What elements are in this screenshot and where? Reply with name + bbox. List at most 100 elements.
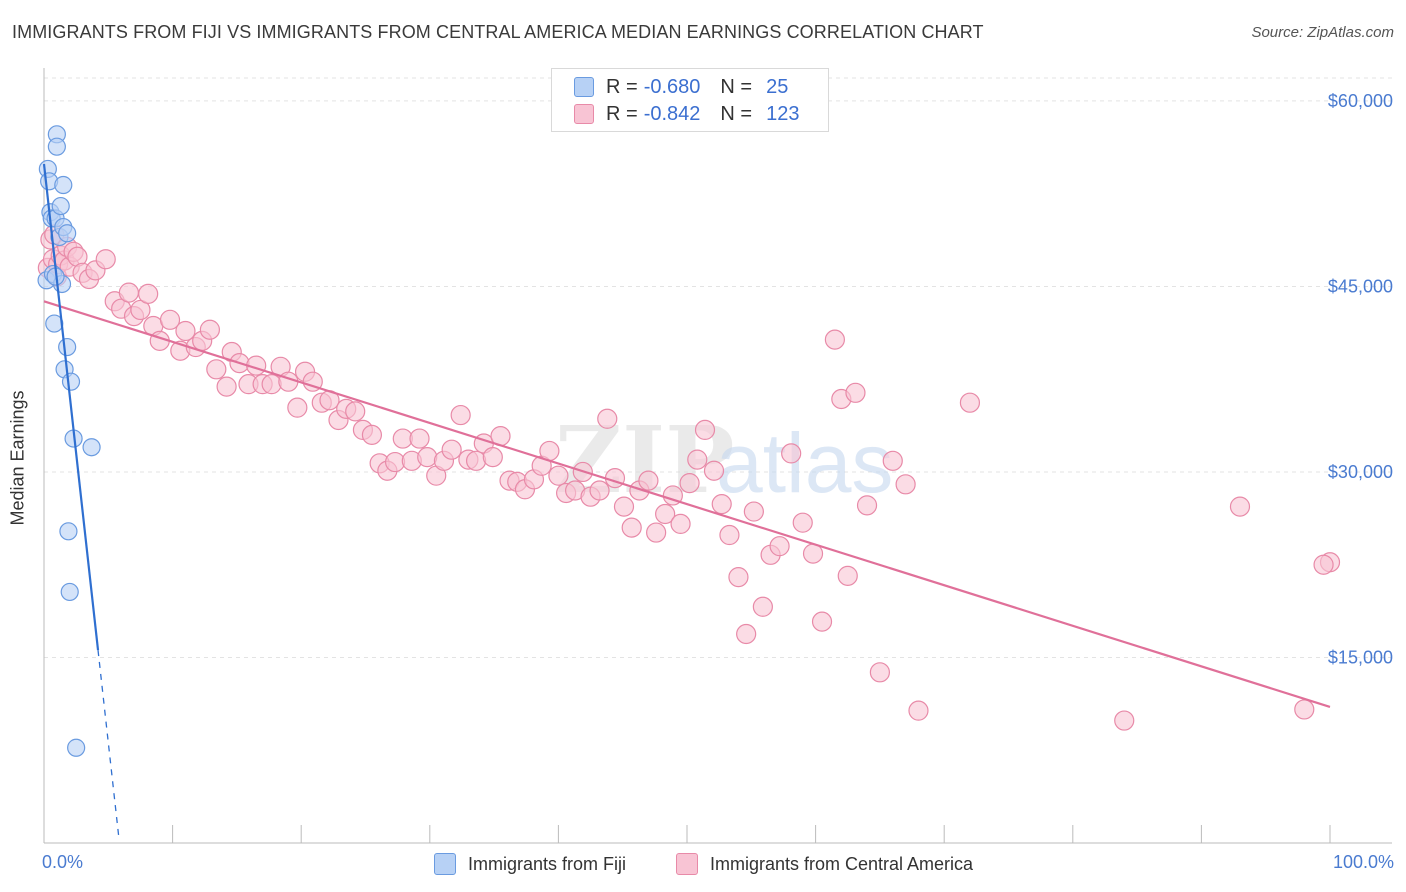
central-point (130, 299, 151, 321)
central-point (409, 428, 430, 449)
central-point (908, 700, 929, 721)
central-point (345, 401, 366, 422)
x-tick-max: 100.0% (1332, 852, 1394, 872)
central-point (613, 496, 635, 517)
central-point (589, 480, 610, 501)
central-point (703, 460, 725, 481)
central-point (670, 513, 691, 535)
legend-row-fiji: R = -0.680 N = 25 (574, 75, 788, 99)
legend-item-central-america: Immigrants from Central America (676, 852, 973, 876)
fiji-points (37, 125, 101, 757)
central-point (694, 419, 716, 441)
central-point (792, 512, 813, 533)
central-point (1229, 496, 1251, 517)
central-point (216, 376, 237, 397)
central-point (811, 611, 833, 632)
central-point (845, 382, 866, 403)
watermark-text: atlas (716, 416, 893, 510)
central-point (719, 524, 740, 546)
central-point (361, 424, 383, 445)
central-point (743, 501, 764, 522)
fiji-r-value: -0.680 (643, 75, 701, 98)
central-point (95, 249, 116, 270)
central-point (621, 517, 642, 538)
central-point (837, 565, 858, 586)
central-point (604, 468, 626, 489)
central-point (687, 449, 708, 470)
central-point (1114, 710, 1135, 731)
central-point (655, 503, 676, 525)
central-point (118, 282, 139, 303)
fiji-n-value: 25 (766, 75, 789, 98)
central-point (728, 566, 749, 588)
fiji-point (47, 137, 66, 156)
central-point (1313, 554, 1334, 575)
fiji-trend-extension (97, 649, 120, 836)
central-point (646, 522, 667, 543)
fiji-point (54, 175, 73, 195)
axes (43, 68, 1392, 844)
legend-row-central: R = -0.842 N = 123 (574, 102, 799, 126)
central-n-label: N = (720, 102, 753, 125)
central-point (895, 474, 916, 495)
central-america-swatch (574, 104, 594, 124)
central-point (781, 443, 802, 464)
central-point (206, 359, 227, 380)
trend-lines (42, 163, 1331, 836)
central-r-label: R = (606, 102, 638, 125)
y-tick-label: $45,000 (1328, 276, 1393, 296)
central-point (450, 404, 471, 426)
x-tick-min: 0.0% (42, 852, 84, 872)
correlation-legend: R = -0.680 N = 25 R = -0.842 N = 123 (551, 68, 829, 132)
fiji-legend-label: Immigrants from Fiji (468, 853, 627, 874)
central-point (417, 447, 438, 468)
fiji-swatch (574, 77, 594, 97)
central-point (711, 494, 732, 515)
fiji-trend-line (42, 163, 100, 651)
central-point (199, 319, 220, 340)
central-trend-line (43, 300, 1331, 709)
central-point (752, 596, 773, 617)
fiji-point (58, 337, 77, 357)
fiji-point (51, 196, 70, 216)
central-point (769, 536, 790, 557)
central-point (261, 374, 282, 395)
central-point (384, 451, 406, 473)
fiji-r-label: R = (606, 75, 638, 98)
central-america-swatch (676, 853, 698, 875)
fiji-n-label: N = (720, 75, 753, 98)
central-point (175, 320, 196, 342)
central-point (824, 329, 845, 350)
fiji-swatch (434, 853, 456, 875)
fiji-point (61, 372, 81, 391)
central-point (882, 450, 903, 471)
central-point (679, 472, 700, 494)
y-tick-label: $15,000 (1328, 647, 1393, 667)
source-note: Source: ZipAtlas.com (1251, 24, 1394, 41)
chart-title: IMMIGRANTS FROM FIJI VS IMMIGRANTS FROM … (12, 22, 984, 42)
fiji-point (67, 738, 86, 757)
central-point (869, 662, 891, 683)
central-point (159, 309, 181, 330)
y-tick-label: $30,000 (1328, 462, 1393, 482)
central-point (287, 397, 308, 418)
central-point (482, 447, 503, 468)
legend-item-fiji: Immigrants from Fiji (434, 852, 626, 876)
central-legend-label: Immigrants from Central America (710, 853, 974, 874)
central-point (465, 450, 487, 471)
central-n-value: 123 (766, 102, 800, 125)
y-tick-label: $60,000 (1328, 91, 1393, 111)
central-point (597, 408, 618, 429)
fiji-point (59, 522, 78, 541)
central-point (736, 623, 757, 645)
fiji-point (82, 438, 101, 457)
fiji-point (58, 224, 77, 243)
central-point (278, 371, 299, 392)
central-point (856, 495, 878, 516)
y-tick-labels: $15,000 $30,000 $45,000 $60,000 (1328, 91, 1393, 668)
central-point (959, 392, 981, 413)
central-america-points (37, 224, 1341, 731)
central-r-value: -0.842 (643, 102, 701, 125)
central-point (638, 470, 659, 491)
